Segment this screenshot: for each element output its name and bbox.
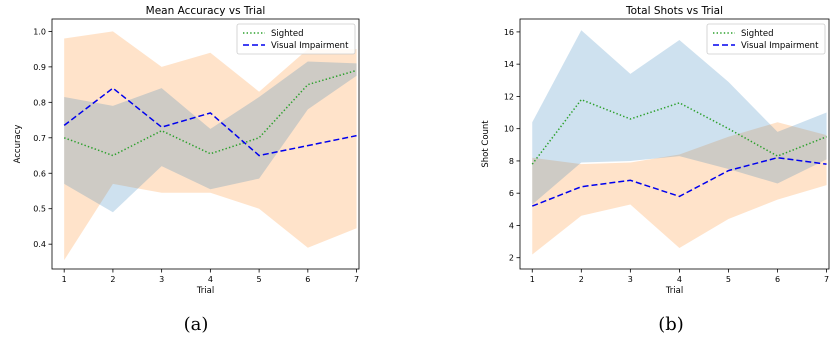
y-tick-label: 6 — [509, 189, 514, 198]
confidence-band-visual-impairment — [64, 31, 357, 261]
x-tick-label: 6 — [305, 275, 310, 284]
x-tick-label: 5 — [257, 275, 262, 284]
y-tick-label: 16 — [504, 28, 514, 37]
confidence-band-visual-impairment — [532, 122, 827, 255]
legend-label-sighted: Sighted — [741, 29, 774, 39]
series-line-visual-impairment — [63, 87, 357, 157]
axes-frame — [519, 18, 830, 270]
y-axis-label: Accuracy — [13, 125, 23, 164]
y-tick-label: 0.7 — [33, 134, 46, 143]
plot-area — [531, 30, 827, 255]
y-tick-label: 0.6 — [33, 169, 46, 178]
y-tick-label: 10 — [504, 125, 514, 134]
x-tick-label: 1 — [530, 275, 535, 284]
y-tick-label: 14 — [504, 60, 514, 69]
legend-label-sighted: Sighted — [271, 29, 304, 39]
chart-title: Total Shots vs Trial — [625, 5, 723, 17]
legend-label-visual-impairment: Visual Impairment — [741, 41, 819, 51]
y-tick-label: 2 — [509, 254, 514, 263]
x-axis-label: Trial — [665, 286, 683, 296]
legend-box — [706, 23, 826, 55]
axes-frame — [51, 18, 360, 270]
plot-area — [63, 31, 357, 261]
x-tick-label: 2 — [579, 275, 584, 284]
chart-title: Mean Accuracy vs Trial — [146, 5, 266, 17]
x-tick-label: 1 — [62, 275, 67, 284]
y-tick-label: 0.9 — [33, 63, 46, 72]
legend: Sighted Visual Impairment — [706, 23, 826, 55]
y-tick-label: 8 — [509, 157, 514, 166]
y-tick-label: 0.4 — [33, 240, 46, 249]
series-line-visual-impairment — [531, 156, 827, 207]
x-tick-label: 3 — [159, 275, 164, 284]
x-tick-label: 5 — [726, 275, 731, 284]
y-tick-label: 0.8 — [33, 98, 46, 107]
legend-label-visual-impairment: Visual Impairment — [271, 41, 349, 51]
x-tick-label: 4 — [208, 275, 213, 284]
y-tick-label: 12 — [504, 92, 514, 101]
y-tick-label: 0.5 — [33, 205, 46, 214]
legend-box — [236, 23, 356, 55]
x-tick-label: 4 — [677, 275, 682, 284]
legend: Sighted Visual Impairment — [236, 23, 356, 55]
confidence-band-sighted — [532, 30, 827, 205]
x-axis-label: Trial — [196, 286, 214, 296]
x-tick-label: 6 — [775, 275, 780, 284]
y-axis-label: Shot Count — [481, 120, 491, 168]
x-tick-label: 7 — [354, 275, 359, 284]
figure-caption: (a) — [184, 314, 209, 335]
confidence-band-sighted — [64, 61, 357, 213]
figure-caption: (b) — [658, 314, 684, 335]
chart-accuracy: 1 2 3 4 5 6 7 0.4 0.5 0.6 0.7 0.8 0.9 1.0 Mean Accurac… — [13, 5, 360, 335]
x-tick-label: 7 — [824, 275, 829, 284]
y-tick-label: 4 — [509, 221, 514, 230]
x-tick-label: 3 — [628, 275, 633, 284]
x-tick-label: 2 — [110, 275, 115, 284]
y-tick-label: 1.0 — [33, 27, 46, 36]
